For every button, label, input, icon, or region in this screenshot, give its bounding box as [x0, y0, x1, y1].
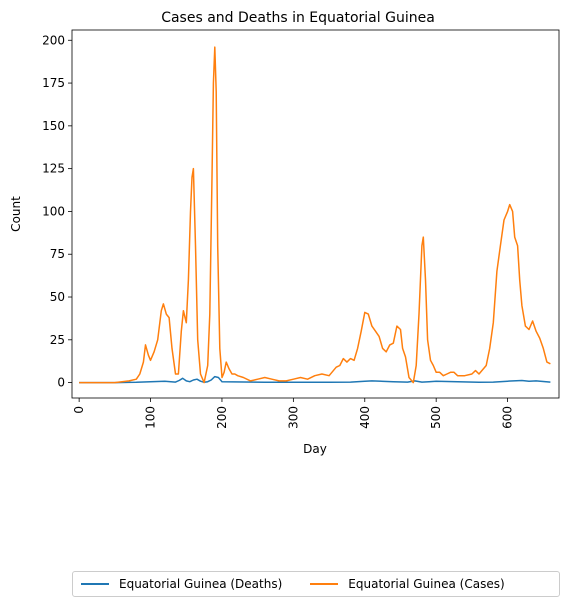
legend: Equatorial Guinea (Deaths) Equatorial Gu…: [72, 571, 560, 597]
plot-area: [72, 30, 559, 398]
x-tick-label: 200: [215, 406, 229, 429]
legend-label-deaths: Equatorial Guinea (Deaths): [119, 577, 283, 591]
y-tick-label: 150: [42, 119, 65, 133]
x-tick-label: 0: [72, 406, 86, 414]
y-tick-label: 50: [50, 290, 65, 304]
y-tick-label: 200: [42, 33, 65, 47]
x-axis-label: Day: [303, 442, 327, 456]
chart-title: Cases and Deaths in Equatorial Guinea: [161, 10, 435, 26]
legend-swatch-cases: [310, 583, 339, 585]
x-tick-label: 600: [501, 406, 515, 429]
series-line-cases: [79, 46, 551, 384]
axes-layer: 0 100 200 300 400 500 600 0 25 50 75 100 125 150 175 20…: [42, 33, 514, 429]
legend-swatch-deaths: [81, 583, 109, 585]
y-tick-label: 125: [42, 162, 65, 176]
x-tick-label: 500: [429, 406, 443, 429]
y-tick-label: 175: [42, 76, 65, 90]
y-tick-label: 0: [57, 376, 65, 390]
plot-frame: [71, 29, 560, 399]
y-axis-label: Count: [9, 196, 23, 232]
series-layer: [79, 46, 551, 384]
series-line-deaths: [79, 375, 551, 384]
legend-label-cases: Equatorial Guinea (Cases): [348, 577, 505, 591]
x-tick-label: 100: [144, 406, 158, 429]
x-tick-label: 400: [358, 406, 372, 429]
y-tick-label: 100: [42, 204, 65, 218]
x-tick-label: 300: [286, 406, 300, 429]
legend-item-cases: Equatorial Guinea (Cases): [310, 577, 505, 591]
legend-item-deaths: Equatorial Guinea (Deaths): [81, 577, 282, 591]
y-tick-label: 75: [50, 247, 65, 261]
y-tick-label: 25: [50, 333, 65, 347]
